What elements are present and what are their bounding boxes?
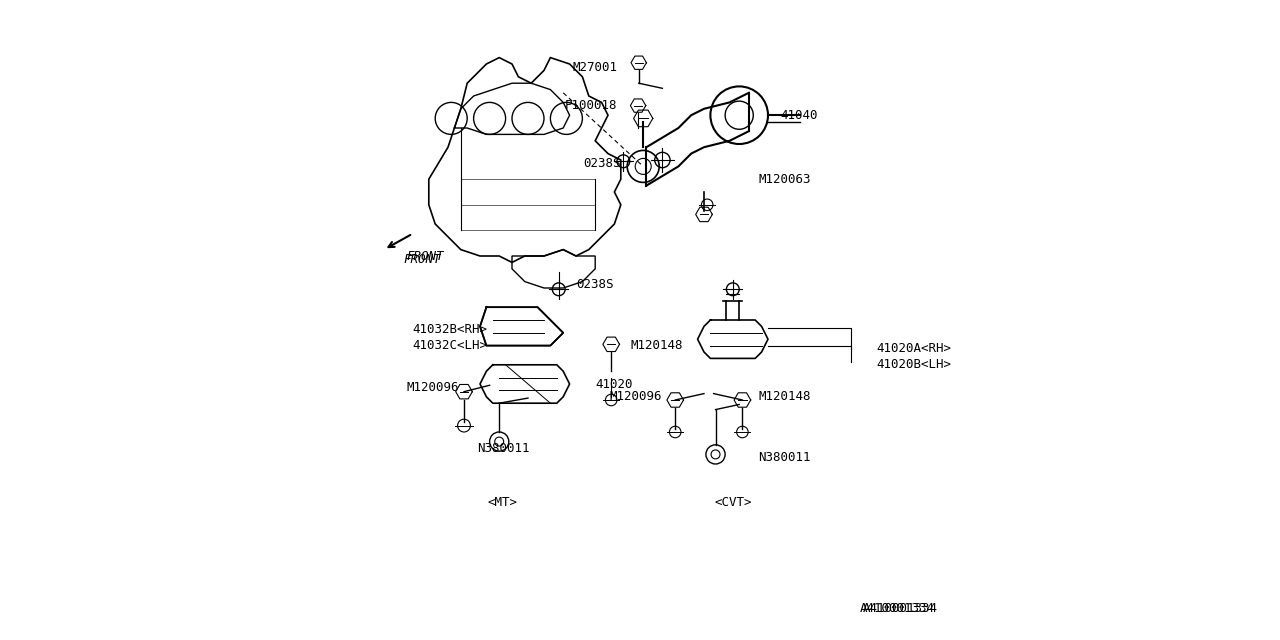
Text: M27001: M27001 bbox=[572, 61, 618, 74]
Text: P100018: P100018 bbox=[564, 99, 618, 112]
Text: A410001334: A410001334 bbox=[859, 602, 934, 614]
Text: N380011: N380011 bbox=[759, 451, 812, 464]
Text: 41020B<LH>: 41020B<LH> bbox=[877, 358, 952, 371]
Text: <MT>: <MT> bbox=[488, 496, 517, 509]
Text: 41040: 41040 bbox=[781, 109, 818, 122]
Text: M120063: M120063 bbox=[759, 173, 812, 186]
Text: A410001334: A410001334 bbox=[863, 602, 937, 614]
Text: M120096: M120096 bbox=[407, 381, 460, 394]
Polygon shape bbox=[480, 307, 563, 346]
Text: FRONT: FRONT bbox=[407, 250, 444, 262]
Text: M120096: M120096 bbox=[609, 390, 663, 403]
Text: M120148: M120148 bbox=[759, 390, 812, 403]
Text: 0238S: 0238S bbox=[584, 157, 621, 170]
Text: 41020: 41020 bbox=[595, 378, 632, 390]
Text: 41032B<RH>: 41032B<RH> bbox=[412, 323, 488, 336]
Text: <CVT>: <CVT> bbox=[714, 496, 751, 509]
Text: 0238S: 0238S bbox=[576, 278, 613, 291]
Text: 41032C<LH>: 41032C<LH> bbox=[412, 339, 488, 352]
Text: 41020A<RH>: 41020A<RH> bbox=[877, 342, 952, 355]
Text: M120148: M120148 bbox=[630, 339, 684, 352]
Text: N380011: N380011 bbox=[477, 442, 530, 454]
Text: FRONT: FRONT bbox=[403, 253, 440, 266]
